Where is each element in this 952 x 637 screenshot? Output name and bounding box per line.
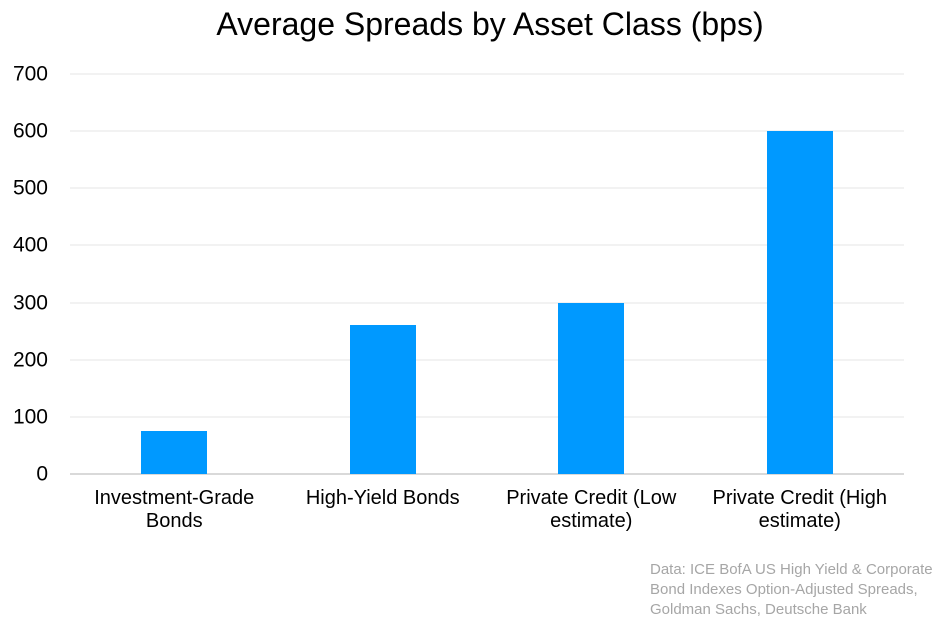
x-axis: Investment-Grade Bonds High-Yield Bonds Pr… bbox=[70, 487, 904, 543]
bar bbox=[349, 325, 416, 474]
source-note: Data: ICE BofA US High Yield & Corporate… bbox=[650, 561, 933, 618]
bar bbox=[558, 302, 625, 474]
y-tick-label: 100 bbox=[12, 405, 48, 429]
bar bbox=[141, 431, 208, 474]
x-axis-baseline bbox=[70, 473, 904, 475]
y-tick-label: 200 bbox=[12, 348, 48, 372]
y-tick-label: 600 bbox=[12, 119, 48, 143]
x-category-label: Private Credit (High estimate) bbox=[712, 487, 887, 532]
chart-title: Average Spreads by Asset Class (bps) bbox=[216, 6, 764, 42]
y-tick-label: 0 bbox=[36, 462, 48, 486]
x-category-label: Investment-Grade Bonds bbox=[94, 487, 255, 532]
gridline bbox=[70, 415, 904, 418]
bar bbox=[766, 131, 833, 474]
y-tick-label: 500 bbox=[12, 176, 48, 200]
gridline bbox=[70, 301, 904, 304]
gridline bbox=[70, 187, 904, 190]
gridline bbox=[70, 358, 904, 361]
plot-area bbox=[70, 73, 904, 475]
gridline bbox=[70, 130, 904, 133]
x-category-label: High-Yield Bonds bbox=[305, 487, 460, 509]
y-tick-label: 400 bbox=[12, 233, 48, 257]
gridline bbox=[70, 73, 904, 75]
x-category-label: Private Credit (Low estimate) bbox=[506, 487, 677, 532]
y-tick-label: 300 bbox=[12, 291, 48, 315]
y-axis: 0 100 200 300 400 500 600 700 bbox=[0, 64, 48, 485]
y-tick-label: 700 bbox=[12, 62, 48, 86]
gridline bbox=[70, 244, 904, 247]
